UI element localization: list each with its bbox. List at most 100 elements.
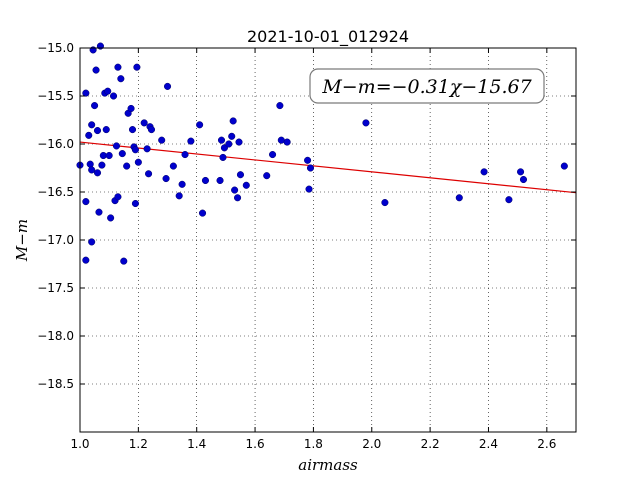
data-point [269,151,277,159]
data-point [187,137,195,145]
x-tick-label: 1.8 [304,437,323,451]
y-tick-label: −18.0 [37,329,74,343]
data-point [234,194,242,202]
data-point [98,161,106,169]
data-point [110,92,118,100]
data-points [76,42,568,265]
data-point [107,214,115,222]
data-point [85,131,93,139]
data-point [82,89,90,97]
data-point [92,66,100,74]
data-point [82,198,90,206]
x-tick-label: 1.2 [129,437,148,451]
data-point [93,127,102,135]
data-point [228,132,236,140]
data-point [381,199,389,207]
data-point [519,175,528,184]
data-point [117,75,125,83]
data-point [216,176,224,185]
y-tick-label: −18.5 [37,377,74,391]
axis-ticks: 1.0 1.2 1.4 1.6 1.8 2.0 2.2 2.4 2.6 −15.0 −15.5 −16… [37,41,576,451]
data-point [175,192,183,200]
y-tick-label: −17.5 [37,281,74,295]
data-point [362,119,370,127]
fit-line-layer [79,141,577,194]
data-point [236,171,245,179]
data-point [201,176,210,185]
data-point [88,166,96,174]
data-point [114,63,122,71]
chart-title: 2021-10-01_012924 [247,27,409,47]
data-point [196,121,204,129]
data-point [95,208,103,216]
data-point [169,162,177,170]
data-point [163,82,172,90]
data-point [82,256,90,264]
x-tick-label: 2.2 [421,437,440,451]
data-point [198,209,207,217]
data-point [131,146,139,154]
data-point [134,158,142,166]
data-point [304,156,312,164]
x-tick-label: 1.4 [187,437,206,451]
data-point [560,162,568,170]
data-point [505,196,513,204]
data-point [263,172,271,180]
data-point [127,104,135,113]
data-point [235,138,243,146]
data-point [178,180,186,188]
data-point [120,257,128,265]
data-point [229,117,237,125]
data-point [123,162,131,170]
data-point [306,164,315,172]
y-tick-label: −16.5 [37,185,74,199]
data-point [88,238,96,246]
data-point [88,121,96,129]
data-point [242,181,250,189]
data-point [217,136,226,144]
data-point [225,140,233,148]
data-point [133,63,141,71]
data-point [231,186,239,194]
x-tick-label: 1.6 [246,437,265,451]
x-tick-label: 1.0 [70,437,89,451]
data-point [105,151,113,160]
data-point [112,142,121,150]
data-point [158,136,166,144]
data-point [140,119,148,127]
y-tick-label: −16.0 [37,137,74,151]
y-axis-label: M−m [13,219,31,262]
data-point [86,160,94,168]
data-point [118,150,126,158]
fit-equation-annotation: M−m=−0.31χ−15.67 [309,68,545,104]
annotation-box [309,68,545,104]
x-axis-label: airmass [298,456,358,474]
data-point [162,175,170,183]
data-point [91,102,99,110]
data-point [305,185,313,193]
x-tick-label: 2.6 [537,437,556,451]
data-point [219,153,227,161]
data-point [145,170,153,178]
data-point [102,126,110,134]
y-tick-label: −17.0 [37,233,74,247]
data-point [147,126,156,134]
y-tick-label: −15.0 [37,41,74,55]
data-point [181,151,189,159]
data-point [283,138,291,146]
data-point [517,168,525,176]
grid-lines [79,47,576,432]
data-point [143,145,151,153]
data-point [128,126,137,134]
data-point [455,194,463,202]
data-point [480,168,488,176]
data-point [104,87,112,95]
x-tick-label: 2.0 [362,437,381,451]
data-point [131,199,139,208]
data-point [114,193,122,201]
y-tick-label: −15.5 [37,89,74,103]
annotation-text: M−m=−0.31χ−15.67 [321,76,532,98]
data-point [93,169,102,177]
data-point [276,102,284,110]
